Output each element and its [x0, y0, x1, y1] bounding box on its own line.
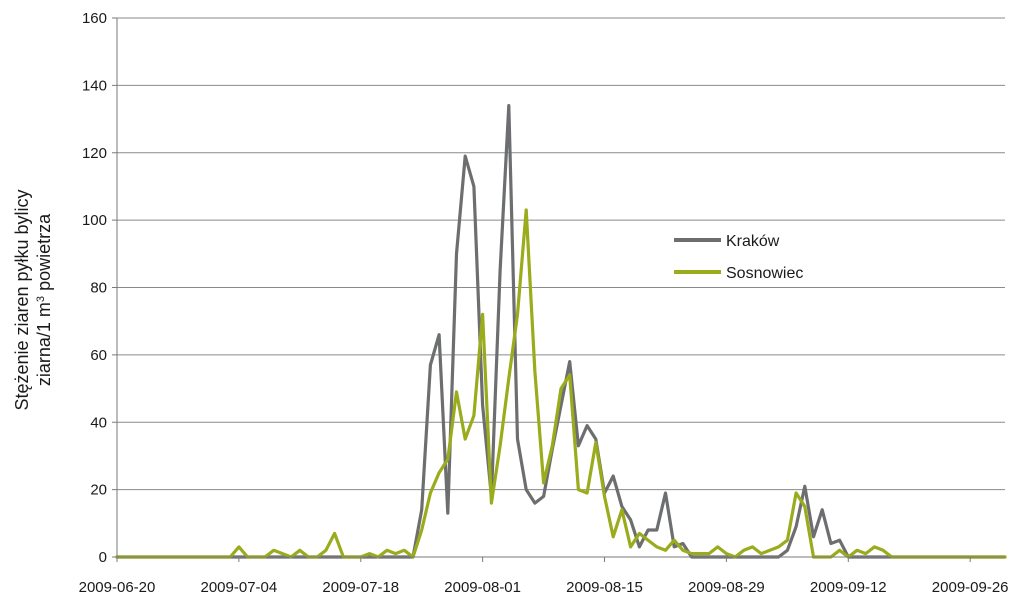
- y-tick-label: 100: [82, 212, 107, 229]
- y-tick-label: 20: [90, 482, 107, 499]
- x-tick-label: 2009-07-04: [201, 579, 278, 596]
- x-tick-label: 2009-09-12: [810, 579, 887, 596]
- series-lines: [115, 103, 1007, 559]
- legend-label-krakow: Kraków: [726, 233, 780, 250]
- x-tick-label: 2009-06-20: [79, 579, 156, 596]
- y-tick-label: 40: [90, 414, 107, 431]
- legend: Kraków Sosnowiec: [674, 233, 803, 282]
- x-tick-label: 2009-08-15: [566, 579, 643, 596]
- y-tick-label: 140: [82, 77, 107, 94]
- legend-label-sosnowiec: Sosnowiec: [726, 265, 803, 282]
- series-line-sosnowiec: [115, 208, 1007, 559]
- x-tick-label: 2009-07-18: [322, 579, 399, 596]
- y-axis-title-line1: Stężenie ziaren pyłku bylicy: [12, 189, 32, 410]
- y-tick-label: 0: [99, 549, 107, 566]
- y-tick-label: 80: [90, 280, 107, 297]
- x-tick-label: 2009-09-26: [932, 579, 1009, 596]
- x-axis-ticks: 2009-06-20 2009-07-04 2009-07-18 2009-08-01…: [79, 557, 1009, 596]
- x-tick-label: 2009-08-29: [688, 579, 765, 596]
- series-line-krakow: [115, 103, 1007, 559]
- y-tick-label: 120: [82, 145, 107, 162]
- y-axis-ticks: 0 20 40 60 80 100 120 140 160: [82, 10, 117, 566]
- x-tick-label: 2009-08-01: [444, 579, 521, 596]
- y-tick-label: 160: [82, 10, 107, 27]
- horizontal-gridlines: [117, 17, 1005, 491]
- y-axis-title-line2: ziarna/1 m3 powietrza: [34, 213, 54, 386]
- y-tick-label: 60: [90, 347, 107, 364]
